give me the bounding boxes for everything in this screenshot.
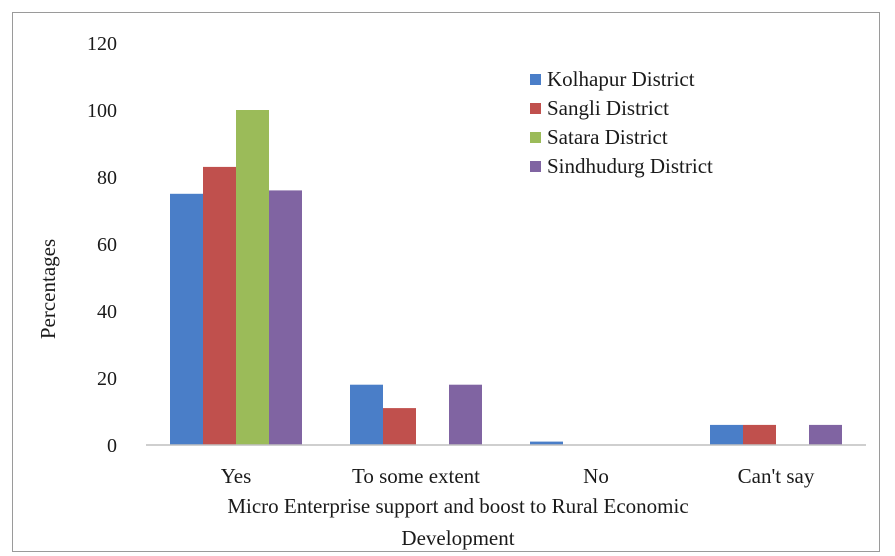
y-tick-label: 100 [87,100,117,122]
x-category-label: To some extent [352,464,480,488]
bar [809,424,842,445]
legend-label: Sindhudurg District [547,154,713,178]
y-tick-label: 0 [107,435,117,457]
x-category-label: Can't say [738,464,815,488]
bar [530,441,563,445]
x-category-label: No [583,464,609,488]
bar [449,384,482,445]
legend-swatch [530,103,541,114]
legend-label: Satara District [547,125,668,149]
bar [269,190,302,445]
bar [710,424,743,445]
x-axis-categories: Yes To some extent No Can't say [221,464,815,488]
bar [170,193,203,446]
y-axis-ticks: 0 20 40 60 80 100 120 [87,33,117,457]
y-tick-label: 40 [97,301,117,323]
legend-label: Sangli District [547,96,669,120]
legend-swatch [530,132,541,143]
y-axis-title: Percentages [36,239,60,339]
bars [170,110,842,446]
bar [203,166,236,445]
bar [350,384,383,445]
y-tick-label: 120 [87,33,117,55]
y-tick-label: 80 [97,167,117,189]
x-axis-title-line-2: Development [401,526,514,550]
y-tick-label: 60 [97,234,117,256]
legend: Kolhapur District Sangli District Satara D… [530,67,713,178]
bar [743,424,776,445]
bar-chart: 0 20 40 60 80 100 120 Yes To some extent No Can't… [36,33,866,550]
chart-frame: 0 20 40 60 80 100 120 Yes To some extent No Can't… [12,12,880,552]
legend-swatch [530,74,541,85]
legend-label: Kolhapur District [547,67,695,91]
legend-swatch [530,161,541,172]
x-axis-title-line-1: Micro Enterprise support and boost to Ru… [227,494,688,518]
bar [236,110,269,445]
x-category-label: Yes [221,464,252,488]
y-tick-label: 20 [97,368,117,390]
bar [383,408,416,445]
